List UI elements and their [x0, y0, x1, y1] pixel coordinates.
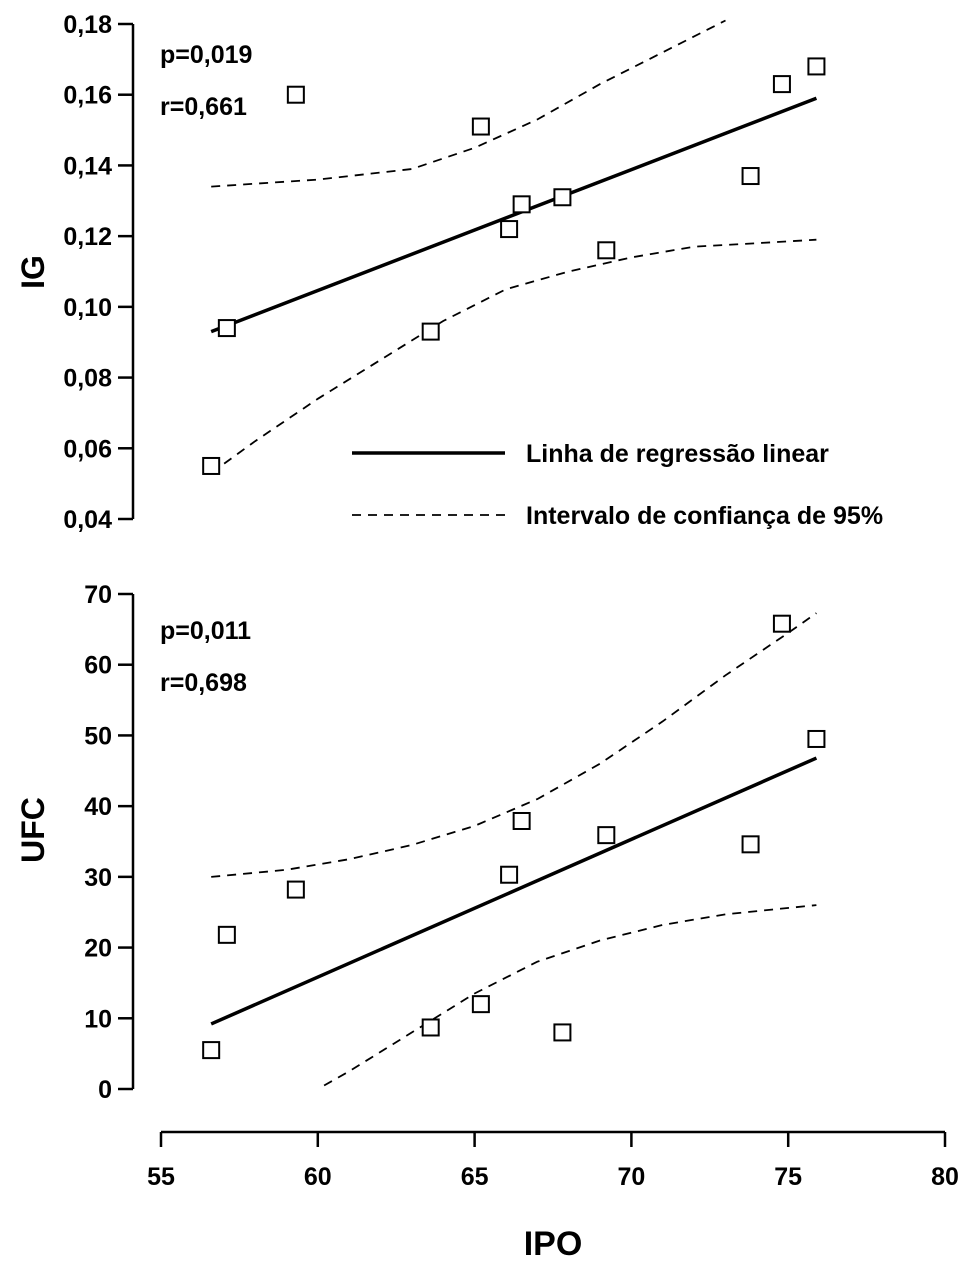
ufc-regression [210, 756, 818, 1026]
ig-data-point [597, 241, 616, 260]
ufc-y-tick-label: 10 [84, 1005, 112, 1033]
x-axis-label: IPO [524, 1225, 583, 1263]
x-ticks: 55 60 65 70 75 80 [147, 1132, 959, 1191]
ufc-confidence-band [211, 612, 817, 1087]
ufc-data-point [741, 835, 760, 854]
ig-y-tick-label: 0,08 [63, 365, 112, 393]
ig-ci-lower-line [210, 238, 817, 474]
ufc-data-point [807, 729, 826, 748]
x-tick-label: 70 [617, 1163, 645, 1191]
ig-y-tick-label: 0,18 [63, 11, 112, 39]
ufc-y-tick-label: 70 [84, 581, 112, 609]
ufc-p-value: p=0,011 [160, 617, 251, 645]
ig-data-point [421, 322, 440, 341]
ig-r-value: r=0,661 [160, 93, 247, 121]
ufc-data-point [471, 995, 490, 1014]
ig-y-tick-label: 0,06 [63, 435, 112, 463]
legend-regression-label: Linha de regressão linear [526, 440, 829, 468]
x-tick-label: 55 [147, 1163, 175, 1191]
ufc-y-tick-label: 40 [84, 793, 112, 821]
x-tick-label: 60 [304, 1163, 332, 1191]
ig-ci-upper-line [211, 19, 726, 188]
ufc-regression-line [210, 756, 818, 1026]
ufc-y-axis-label: UFC [15, 797, 51, 863]
ig-panel: 0,04 0,06 0,08 0,10 0,12 0,14 0,16 0,18 p=0,019… [15, 11, 826, 534]
ig-data-point [500, 220, 519, 239]
ig-data-point [772, 75, 791, 94]
ufc-y-tick-label: 20 [84, 935, 112, 963]
ig-p-value: p=0,019 [160, 41, 252, 69]
ig-points [202, 57, 826, 475]
ig-data-point [553, 188, 572, 207]
ufc-data-point [286, 880, 305, 899]
ufc-r-value: r=0,698 [160, 669, 247, 697]
ig-confidence-band [210, 19, 817, 474]
ig-data-point [217, 319, 236, 338]
ufc-data-point [597, 826, 616, 845]
ig-y-tick-label: 0,14 [63, 152, 112, 180]
ufc-data-point [512, 811, 531, 830]
ufc-y-tick-label: 60 [84, 652, 112, 680]
ig-y-tick-label: 0,12 [63, 223, 112, 251]
x-tick-label: 75 [774, 1163, 802, 1191]
ufc-y-ticks: 0 10 20 30 40 50 60 70 [84, 581, 133, 1104]
ig-y-tick-label: 0,10 [63, 294, 112, 322]
legend: Linha de regressão linear Intervalo de c… [352, 440, 883, 530]
ufc-data-point [500, 865, 519, 884]
x-tick-label: 80 [931, 1163, 959, 1191]
ig-data-point [512, 195, 531, 214]
ufc-ci-lower-line [323, 904, 817, 1087]
ig-y-ticks: 0,04 0,06 0,08 0,10 0,12 0,14 0,16 0,18 [63, 11, 133, 534]
ufc-ci-upper-line [211, 612, 817, 878]
ig-data-point [741, 167, 760, 186]
ufc-data-point [772, 614, 791, 633]
ig-data-point [471, 117, 490, 136]
ig-data-point [286, 85, 305, 104]
ufc-points [202, 614, 826, 1060]
ig-y-tick-label: 0,16 [63, 82, 112, 110]
ig-regression [210, 96, 818, 334]
ig-data-point [202, 456, 221, 475]
ig-y-tick-label: 0,04 [63, 506, 112, 534]
x-tick-label: 65 [461, 1163, 489, 1191]
ufc-y-tick-label: 0 [98, 1076, 112, 1104]
ufc-y-tick-label: 30 [84, 864, 112, 892]
ufc-data-point [553, 1023, 572, 1042]
ig-y-axis-label: IG [15, 255, 51, 289]
ufc-y-tick-label: 50 [84, 722, 112, 750]
ufc-data-point [202, 1041, 221, 1060]
ufc-data-point [217, 925, 236, 944]
legend-ci-label: Intervalo de confiança de 95% [526, 502, 883, 530]
ig-data-point [807, 57, 826, 76]
ufc-panel: 0 10 20 30 40 50 60 70 55 60 65 70 75 80 p=0,011 r=0… [15, 581, 959, 1263]
ig-regression-line [210, 96, 818, 334]
ufc-data-point [421, 1018, 440, 1037]
